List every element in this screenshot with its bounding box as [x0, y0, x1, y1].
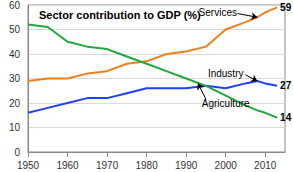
svg-text:1990: 1990 [175, 160, 198, 171]
svg-text:Industry: Industry [208, 68, 244, 79]
svg-text:50: 50 [9, 24, 21, 35]
svg-text:10: 10 [9, 122, 21, 133]
svg-text:59: 59 [280, 2, 292, 13]
svg-text:2010: 2010 [254, 160, 277, 171]
svg-text:20: 20 [9, 98, 21, 109]
svg-text:14: 14 [280, 112, 292, 123]
svg-text:1970: 1970 [96, 160, 119, 171]
svg-text:2000: 2000 [215, 160, 238, 171]
svg-text:1950: 1950 [17, 160, 40, 171]
svg-text:27: 27 [280, 80, 292, 91]
svg-text:Agriculture: Agriculture [202, 98, 250, 109]
svg-text:Sector contribution to GDP (%): Sector contribution to GDP (%) [39, 9, 201, 21]
svg-text:60: 60 [9, 0, 21, 11]
svg-text:1980: 1980 [135, 160, 158, 171]
svg-text:30: 30 [9, 73, 21, 84]
svg-text:Services: Services [199, 7, 237, 18]
svg-text:40: 40 [9, 49, 21, 60]
svg-text:1960: 1960 [56, 160, 79, 171]
svg-text:0: 0 [14, 147, 20, 158]
